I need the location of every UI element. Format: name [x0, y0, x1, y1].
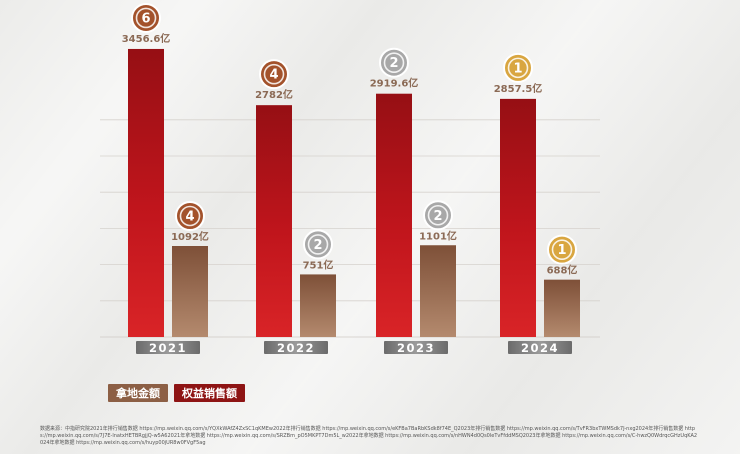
legend-item-land: 拿地金额	[108, 384, 168, 402]
category-label-bg	[264, 341, 328, 354]
bars	[128, 48, 580, 338]
bar-sales-2023	[376, 93, 412, 337]
medal-rank-number: 2	[313, 238, 322, 253]
bar-land-2022	[300, 274, 336, 337]
value-label-land-2021: 1092亿	[171, 230, 209, 243]
medal-sales-2023: 2	[379, 47, 409, 78]
data-source-footnote: 数据来源：中指研究院2021年排行销售数据 https://mp.weixin.…	[40, 426, 698, 446]
medal-land-2024: 1	[547, 234, 577, 265]
medal-rank-number: 4	[269, 68, 278, 83]
bar-land-2021	[172, 246, 208, 337]
rank-medals: 6 4 4 2 2 2 1 1	[131, 2, 577, 265]
x-axis: 2021 2022 2023 2024	[136, 341, 572, 355]
legend-item-sales: 权益销售额	[174, 384, 245, 402]
medal-land-2022: 2	[303, 229, 333, 260]
medal-rank-number: 1	[513, 61, 522, 76]
category-label-2022: 2022	[277, 341, 315, 355]
medal-inner-ring	[427, 204, 449, 226]
value-label-sales-2021: 3456.6亿	[122, 32, 171, 45]
medal-rank-number: 4	[185, 210, 194, 225]
medal-inner-ring	[307, 234, 329, 255]
medal-rank-number: 2	[389, 56, 398, 71]
medal-sales-2021: 6	[131, 2, 161, 33]
category-label-2021: 2021	[149, 341, 187, 355]
medal-land-2023: 2	[423, 200, 453, 231]
category-label-bg	[384, 341, 448, 354]
medal-rank-number: 6	[141, 11, 150, 26]
medal-sales-2022: 4	[259, 59, 289, 90]
value-label-land-2022: 751亿	[303, 258, 334, 271]
category-label-2023: 2023	[397, 341, 435, 355]
value-label-land-2023: 1101亿	[419, 229, 457, 242]
category-label-bg	[508, 341, 572, 354]
value-label-land-2024: 688亿	[547, 264, 578, 277]
medal-inner-ring	[383, 52, 405, 74]
medal-land-2021: 4	[175, 201, 205, 231]
medal-inner-ring	[135, 7, 157, 29]
medal-inner-ring	[507, 57, 529, 79]
medal-inner-ring	[179, 205, 201, 227]
bar-sales-2021	[128, 48, 164, 337]
medal-inner-ring	[263, 63, 285, 85]
bar-sales-2022	[256, 105, 292, 338]
bar-sales-2024	[500, 98, 536, 337]
legend-label-land: 拿地金额	[108, 384, 168, 402]
legend-label-sales: 权益销售额	[174, 384, 245, 402]
medal-rank-number: 2	[433, 209, 442, 224]
value-label-sales-2022: 2782亿	[255, 88, 293, 101]
value-label-sales-2023: 2919.6亿	[370, 77, 419, 90]
value-label-sales-2024: 2857.5亿	[494, 82, 543, 95]
medal-rank-number: 1	[557, 243, 566, 258]
value-labels: 3456.6亿 1092亿 2782亿 751亿 2919.6亿 1101亿 2857.5亿…	[122, 32, 578, 277]
bar-land-2023	[420, 245, 456, 337]
category-label-bg	[136, 341, 200, 354]
medal-sales-2024: 1	[503, 52, 533, 83]
category-label-2024: 2024	[521, 341, 559, 355]
bar-land-2024	[544, 279, 580, 337]
medal-inner-ring	[551, 239, 573, 260]
